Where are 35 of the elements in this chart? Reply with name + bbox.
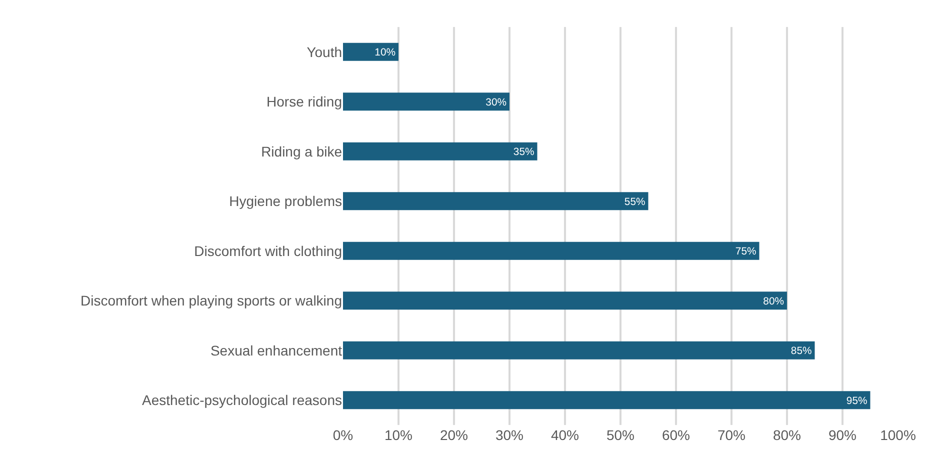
x-tick-label: 30%	[495, 427, 524, 443]
data-label: 85%	[790, 346, 812, 358]
data-label: 30%	[486, 97, 506, 108]
y-tick-label: Aesthetic-psychological reasons	[142, 392, 342, 408]
y-tick-label: Horse riding	[266, 94, 342, 110]
y-tick-label: Sexual enhancement	[210, 342, 342, 358]
bar	[343, 242, 760, 260]
y-tick-label: Riding a bike	[261, 143, 342, 160]
x-tick-label: 80%	[772, 427, 802, 443]
bar	[343, 92, 510, 111]
x-tick-label: 10%	[384, 427, 413, 443]
y-tick-label: Youth	[306, 44, 342, 60]
y-tick-label: Discomfort with clothing	[194, 242, 342, 259]
data-label: 10%	[374, 48, 396, 59]
data-label: 95%	[846, 396, 868, 407]
bar	[343, 341, 815, 360]
bar	[343, 42, 398, 61]
y-tick-label: Hygiene problems	[229, 193, 342, 210]
data-label: 35%	[513, 147, 534, 158]
x-tick-label: 40%	[550, 427, 580, 443]
data-label: 55%	[624, 196, 646, 208]
bar	[343, 292, 787, 310]
bar	[343, 142, 538, 160]
y-tick-label: Discomfort when playing sports or walking	[80, 292, 342, 309]
x-tick-label: 90%	[828, 427, 857, 443]
x-tick-label: 50%	[606, 427, 635, 443]
x-tick-label: 100%	[880, 427, 916, 443]
x-tick-label: 60%	[662, 427, 690, 443]
x-tick-label: 70%	[717, 427, 746, 443]
bar	[343, 391, 870, 410]
data-label: 75%	[735, 246, 756, 258]
x-tick-label: 0%	[332, 427, 354, 443]
data-label: 80%	[763, 296, 784, 308]
bar	[343, 192, 648, 210]
x-tick-label: 20%	[440, 427, 468, 443]
